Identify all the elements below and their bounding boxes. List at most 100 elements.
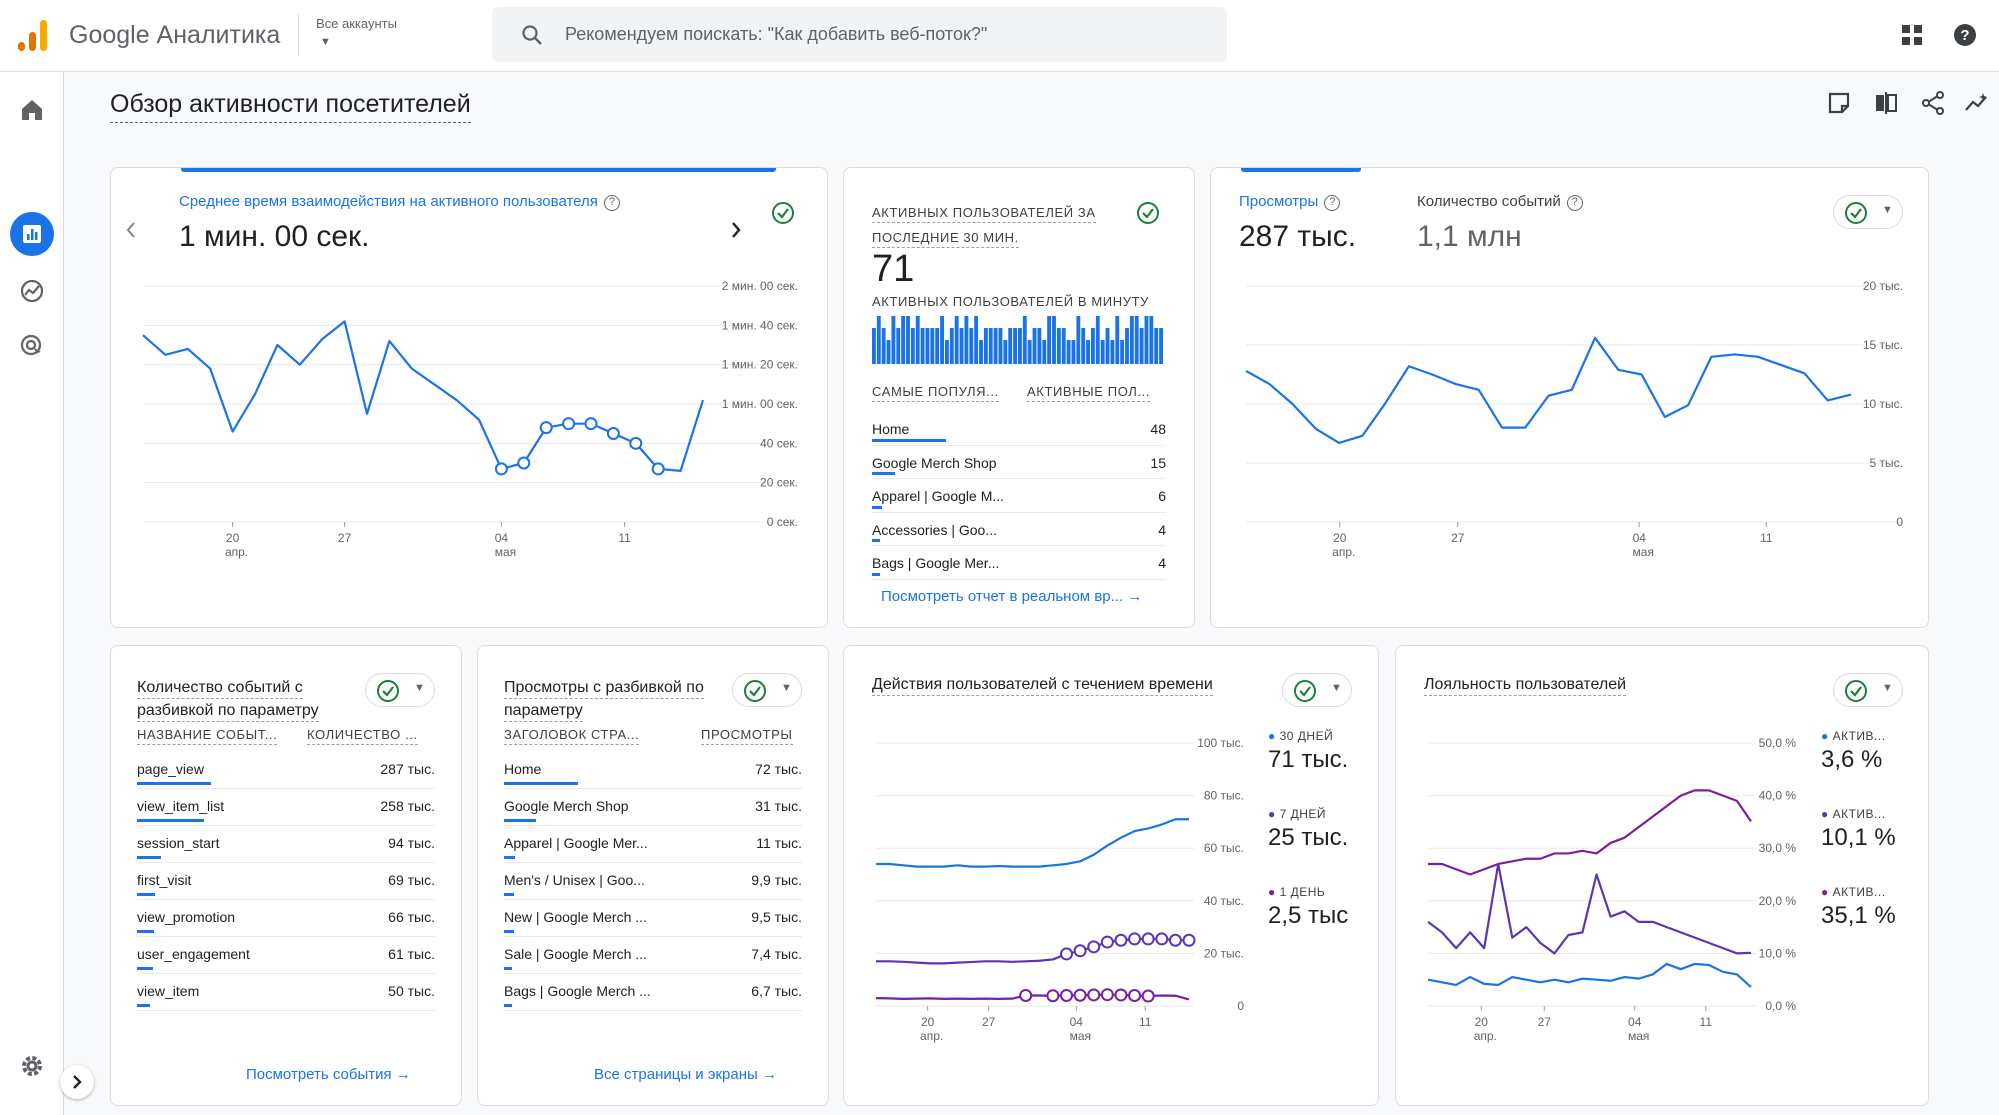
chevron-right-icon[interactable]	[728, 218, 744, 242]
comparison-dropdown[interactable]: ▼	[1833, 195, 1903, 229]
y-axis-tick-label: 60 тыс.	[1204, 841, 1244, 855]
realtime-title[interactable]: АКТИВНЫХ ПОЛЬЗОВАТЕЛЕЙ ЗА ПОСЛЕДНИЕ 30 М…	[872, 200, 1096, 250]
views-metric-tab[interactable]: Просмотры?	[1239, 193, 1341, 211]
y-axis-tick-label: 20 тыс.	[1204, 946, 1244, 960]
realtime-report-link[interactable]: Посмотреть отчет в реальном вр... →	[881, 588, 1142, 605]
pages-breakdown-title[interactable]: Просмотры с разбивкой по параметру	[504, 676, 704, 722]
row-name: Google Merch Shop	[504, 798, 629, 814]
table-row[interactable]: user_engagement 61 тыс.	[137, 937, 435, 974]
reports-bar-chart-icon[interactable]	[18, 220, 46, 248]
user-loyalty-title[interactable]: Лояльность пользователей	[1424, 676, 1627, 696]
comparison-dropdown[interactable]: ▼	[732, 673, 802, 707]
bar	[993, 328, 998, 364]
product-name[interactable]: Google Аналитика	[69, 21, 281, 49]
table-row[interactable]: view_item 50 тыс.	[137, 974, 435, 1011]
column-header-page[interactable]: САМЫЕ ПОПУЛЯ...	[872, 384, 999, 402]
user-loyalty-line-chart[interactable]: 50,0 % 40,0 % 30,0 % 20,0 % 10,0 % 0,0 % 20апр…	[1396, 716, 1796, 1106]
search-input[interactable]: Рекомендуем поискать: "Как добавить веб-…	[565, 24, 988, 44]
realtime-link-label: Посмотреть отчет в реальном вр...	[881, 588, 1124, 605]
check-circle-icon	[1845, 680, 1867, 702]
bar	[998, 328, 1003, 364]
table-row[interactable]: Sale | Google Merch ... 7,4 тыс.	[504, 937, 802, 974]
table-row[interactable]: Bags | Google Mer... 4	[872, 546, 1166, 580]
engagement-line-chart[interactable]: 2 мин. 00 сек. 1 мин. 40 сек. 1 мин. 20 се…	[111, 278, 828, 618]
check-circle-icon[interactable]	[771, 201, 795, 225]
bar	[1091, 328, 1095, 364]
table-row[interactable]: Bags | Google Merch ... 6,7 тыс.	[504, 974, 802, 1011]
insights-trend-icon[interactable]	[1964, 90, 1990, 116]
bar	[920, 328, 925, 364]
column-header-event-count[interactable]: КОЛИЧЕСТВО ...	[307, 727, 418, 745]
column-header-page-title[interactable]: ЗАГОЛОВОК СТРА...	[504, 727, 640, 745]
all-pages-link[interactable]: Все страницы и экраны →	[594, 1066, 777, 1083]
view-events-link[interactable]: Посмотреть события →	[246, 1066, 411, 1083]
events-breakdown-title-line1: Количество событий с	[137, 679, 303, 699]
chevron-left-icon[interactable]	[123, 218, 139, 242]
table-row[interactable]: Men's / Unisex | Goo... 9,9 тыс.	[504, 863, 802, 900]
row-name: Men's / Unisex | Goo...	[504, 872, 645, 888]
events-breakdown-title-line2: разбивкой по параметру	[137, 702, 319, 722]
x-axis-tick-label: 27	[982, 1015, 996, 1029]
data-point-marker	[1100, 988, 1114, 1002]
search-bar[interactable]: Рекомендуем поискать: "Как добавить веб-…	[492, 7, 1227, 62]
share-icon[interactable]	[1920, 90, 1946, 116]
column-header-views[interactable]: ПРОСМОТРЫ	[701, 727, 793, 745]
table-row[interactable]: Apparel | Google M... 6	[872, 479, 1166, 513]
data-point-marker	[584, 417, 598, 431]
table-row[interactable]: view_promotion 66 тыс.	[137, 900, 435, 937]
y-axis-tick-label: 100 тыс.	[1197, 736, 1244, 750]
bar	[1013, 328, 1017, 364]
table-row[interactable]: Home 72 тыс.	[504, 752, 802, 789]
data-point-marker	[651, 462, 665, 476]
column-header-users[interactable]: АКТИВНЫЕ ПОЛ...	[1027, 384, 1151, 402]
table-row[interactable]: Google Merch Shop 31 тыс.	[504, 789, 802, 826]
events-metric-label: Количество событий	[1417, 193, 1561, 210]
settings-gear-icon[interactable]	[18, 1052, 46, 1080]
x-axis-tick-label: 20	[226, 531, 240, 545]
bar	[1100, 340, 1105, 364]
table-row[interactable]: Google Merch Shop 15	[872, 446, 1166, 479]
advertising-icon[interactable]	[18, 332, 46, 360]
top-app-bar: Google Аналитика Все аккаунты ▼ Рекоменд…	[0, 0, 1999, 72]
events-breakdown-title[interactable]: Количество событий с разбивкой по параме…	[137, 676, 319, 722]
comparison-dropdown[interactable]: ▼	[1833, 673, 1903, 707]
table-row[interactable]: page_view 287 тыс.	[137, 752, 435, 789]
help-circle-icon[interactable]: ?	[603, 195, 620, 211]
column-header-event-name[interactable]: НАЗВАНИЕ СОБЫТ...	[137, 727, 278, 745]
views-metric-label: Просмотры	[1239, 193, 1319, 210]
engagement-metric-tab[interactable]: Среднее время взаимодействия на активног…	[179, 193, 620, 211]
user-activity-line-chart[interactable]: 100 тыс. 80 тыс. 60 тыс. 40 тыс. 20 тыс. 0 20а…	[844, 716, 1244, 1106]
expand-nav-button[interactable]	[60, 1065, 94, 1099]
google-analytics-logo-icon[interactable]	[18, 20, 48, 52]
row-value: 94 тыс.	[388, 835, 435, 851]
insights-note-icon[interactable]	[1826, 90, 1852, 116]
explore-icon[interactable]	[18, 277, 46, 305]
account-switcher-label[interactable]: Все аккаунты	[316, 16, 397, 31]
comparison-dropdown[interactable]: ▼	[1282, 673, 1352, 707]
table-row[interactable]: New | Google Merch ... 9,5 тыс.	[504, 900, 802, 937]
user-activity-title[interactable]: Действия пользователей с течением времен…	[872, 676, 1213, 696]
per-minute-bar-chart[interactable]	[872, 316, 1164, 364]
page-title[interactable]: Обзор активности посетителей	[110, 90, 471, 123]
table-row[interactable]: view_item_list 258 тыс.	[137, 789, 435, 826]
help-circle-icon[interactable]: ?	[1324, 195, 1341, 211]
row-name: Bags | Google Merch ...	[504, 983, 651, 999]
compare-columns-icon[interactable]	[1873, 90, 1899, 116]
apps-grid-icon[interactable]	[1899, 22, 1925, 48]
chevron-down-icon[interactable]: ▼	[320, 36, 331, 48]
help-icon[interactable]: ?	[1952, 22, 1978, 48]
view-events-link-label: Посмотреть события	[246, 1066, 392, 1083]
check-circle-icon[interactable]	[1136, 201, 1160, 225]
x-axis-tick-label: 04	[1628, 1015, 1642, 1029]
events-metric-tab[interactable]: Количество событий?	[1417, 193, 1583, 211]
help-circle-icon[interactable]: ?	[1566, 195, 1583, 211]
table-row[interactable]: Accessories | Goo... 4	[872, 513, 1166, 546]
home-icon[interactable]	[18, 96, 46, 124]
table-row[interactable]: first_visit 69 тыс.	[137, 863, 435, 900]
table-row[interactable]: Home 48	[872, 412, 1166, 446]
bar	[915, 316, 920, 364]
table-row[interactable]: Apparel | Google Mer... 11 тыс.	[504, 826, 802, 863]
comparison-dropdown[interactable]: ▼	[365, 673, 435, 707]
table-row[interactable]: session_start 94 тыс.	[137, 826, 435, 863]
